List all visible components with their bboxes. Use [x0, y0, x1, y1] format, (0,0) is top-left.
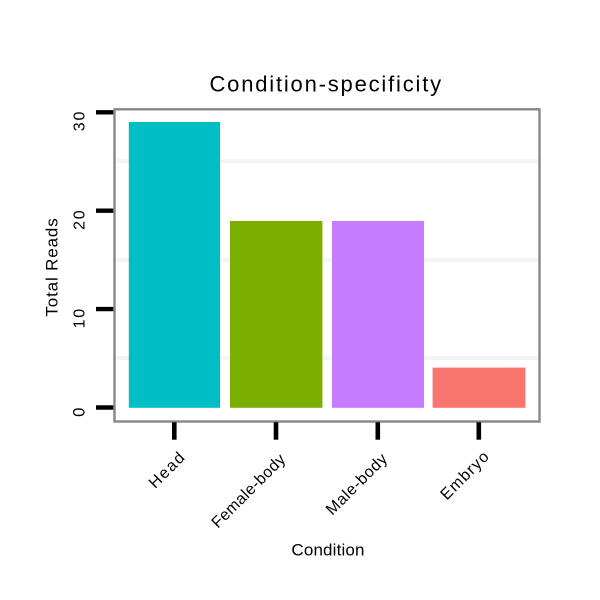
- svg-text:10: 10: [72, 307, 89, 328]
- svg-text:0: 0: [70, 408, 89, 417]
- svg-text:Head: Head: [146, 448, 190, 492]
- svg-text:Embryo: Embryo: [438, 448, 494, 504]
- svg-text:30: 30: [72, 110, 89, 131]
- svg-text:Male-body: Male-body: [323, 450, 391, 518]
- svg-text:Condition-specificity: Condition-specificity: [209, 72, 442, 97]
- svg-text:Total Reads: Total Reads: [43, 217, 62, 316]
- svg-text:20: 20: [72, 209, 89, 230]
- svg-text:Female-body: Female-body: [209, 451, 290, 532]
- svg-text:Condition: Condition: [291, 540, 364, 559]
